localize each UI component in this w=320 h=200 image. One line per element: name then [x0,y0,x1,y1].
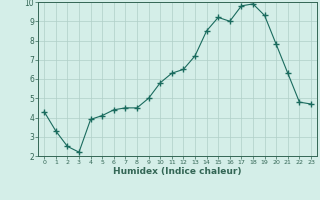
X-axis label: Humidex (Indice chaleur): Humidex (Indice chaleur) [113,167,242,176]
